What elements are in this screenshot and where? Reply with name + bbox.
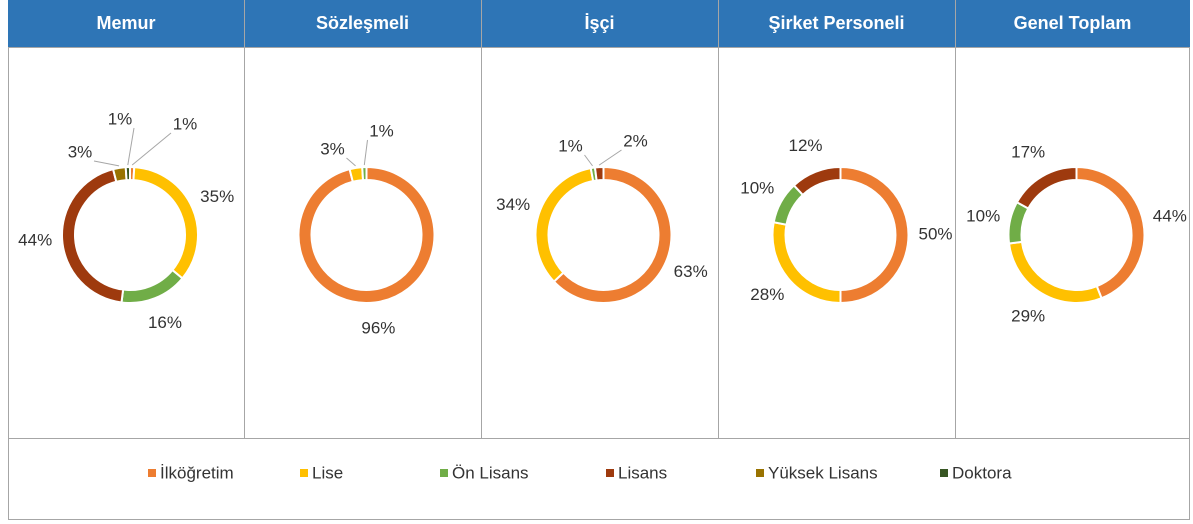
donut-slice: [1007, 200, 1030, 245]
legend-label: İlköğretim: [160, 463, 234, 482]
leader-line: [346, 157, 356, 167]
donut-slice: [111, 166, 128, 183]
data-label: 10%: [740, 179, 774, 198]
data-label: 10%: [966, 207, 1000, 226]
data-label: 28%: [750, 285, 784, 304]
data-label: 3%: [68, 142, 93, 161]
donut-slice: [124, 165, 131, 182]
chart-title: Memur: [96, 13, 155, 33]
data-label: 63%: [674, 262, 708, 281]
donut-slice: [839, 165, 910, 305]
donut-slice: [361, 165, 368, 182]
donut-slice: [792, 165, 842, 197]
data-label: 12%: [789, 136, 823, 155]
data-label: 44%: [18, 230, 52, 249]
legend-label: Lisans: [618, 463, 667, 482]
legend-swatch: [300, 469, 308, 477]
leader-line: [93, 160, 120, 167]
data-label: 1%: [558, 136, 583, 155]
legend-swatch: [148, 469, 156, 477]
data-label: 1%: [108, 109, 133, 128]
data-label: 1%: [173, 114, 198, 133]
chart-title: Genel Toplam: [1014, 13, 1132, 33]
leader-line: [584, 154, 593, 167]
donut-slice: [348, 166, 365, 183]
data-label: 35%: [200, 187, 234, 206]
chart-title: Sözleşmeli: [316, 13, 409, 33]
chart-title: İşçi: [584, 13, 614, 33]
legend-swatch: [606, 469, 614, 477]
data-label: 96%: [361, 319, 395, 338]
chart-title: Şirket Personeli: [768, 13, 904, 33]
legend-label: Yüksek Lisans: [768, 463, 878, 482]
frame: [8, 47, 1190, 520]
legend-swatch: [940, 469, 948, 477]
donut-slice: [120, 268, 184, 304]
data-label: 2%: [623, 131, 648, 150]
legend-label: Lise: [312, 463, 343, 482]
data-label: 1%: [369, 121, 394, 140]
data-label: 29%: [1011, 306, 1045, 325]
legend-swatch: [440, 469, 448, 477]
legend-label: Doktora: [952, 463, 1012, 482]
legend-label: Ön Lisans: [452, 463, 529, 482]
header-bar: [8, 0, 1190, 47]
data-label: 44%: [1153, 207, 1187, 226]
leader-line: [598, 149, 622, 166]
data-label: 3%: [320, 139, 345, 158]
donut-slice: [1015, 165, 1078, 210]
data-label: 50%: [918, 224, 952, 243]
leader-line: [131, 132, 172, 166]
data-label: 17%: [1011, 143, 1045, 162]
donut-slice: [61, 167, 125, 304]
donut-slice: [132, 166, 199, 280]
data-label: 34%: [496, 195, 530, 214]
donut-slice: [297, 165, 436, 304]
data-label: 16%: [148, 313, 182, 332]
donut-slice: [1075, 165, 1146, 300]
donut-slice: [534, 167, 595, 283]
donut-slice: [593, 165, 605, 182]
donut-slice: [1007, 240, 1103, 304]
legend-swatch: [756, 469, 764, 477]
leader-line: [127, 127, 135, 166]
leader-line: [363, 139, 368, 166]
